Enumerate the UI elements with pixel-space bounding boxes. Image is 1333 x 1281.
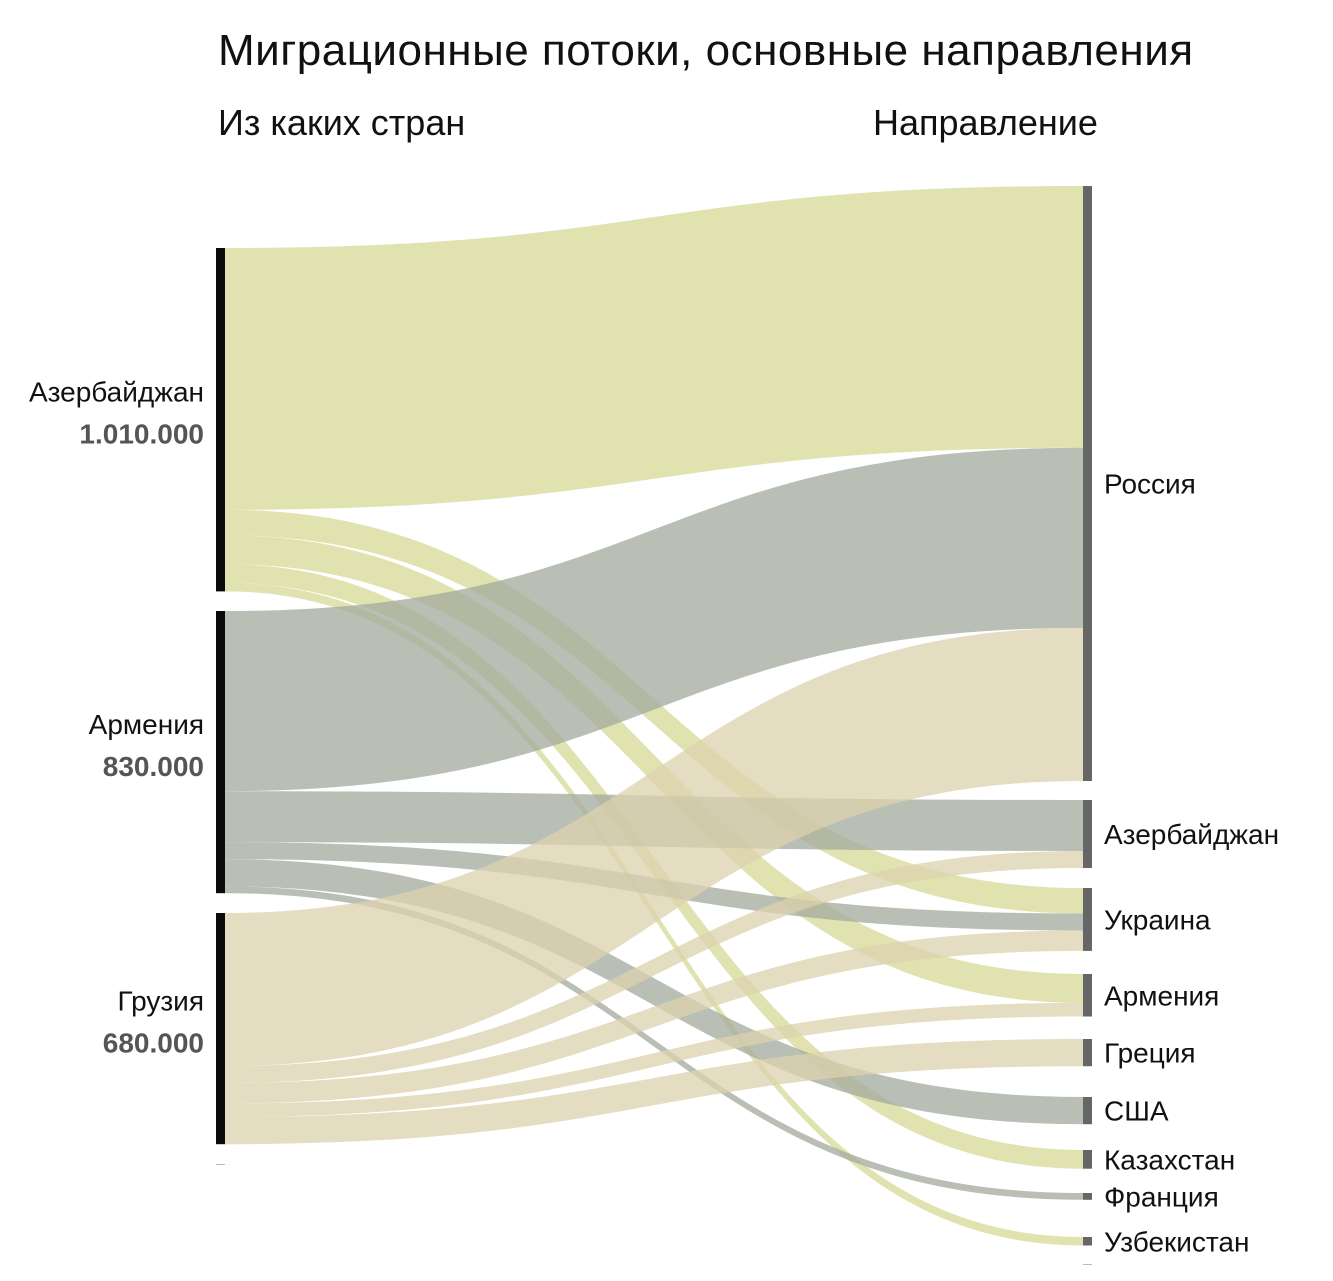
target-label: Франция xyxy=(1104,1181,1219,1212)
flow-Армения-США xyxy=(225,859,1083,1125)
left-header: Из каких стран xyxy=(218,102,466,143)
target-label: Узбекистан xyxy=(1104,1226,1249,1257)
target-label: Азербайджан xyxy=(1104,819,1279,850)
target-node-bar xyxy=(1083,186,1092,781)
flow-Армения-Россия xyxy=(225,447,1083,792)
target-label: Армения xyxy=(1104,980,1219,1011)
source-total: 680.000 xyxy=(103,1028,204,1059)
target-node-bar xyxy=(1083,800,1092,868)
target-node-bar xyxy=(1083,1039,1092,1067)
source-label: Азербайджан xyxy=(29,377,204,408)
source-label: Армения xyxy=(89,709,204,740)
target-label: Греция xyxy=(1104,1038,1196,1069)
source-node-bar xyxy=(216,611,225,894)
source-node-bar xyxy=(216,913,225,1145)
target-node-bar xyxy=(1083,1193,1092,1200)
empty-node-marker xyxy=(1083,1264,1092,1265)
target-label: Казахстан xyxy=(1104,1144,1235,1175)
flow-Азербайджан-Россия xyxy=(225,186,1083,510)
source-label: Грузия xyxy=(118,986,205,1017)
target-node-bar xyxy=(1083,1237,1092,1246)
target-label: Россия xyxy=(1104,469,1196,500)
target-label: США xyxy=(1104,1096,1169,1127)
source-node-bar xyxy=(216,248,225,592)
flow-Армения-Франция xyxy=(225,886,1083,1200)
target-label: Украина xyxy=(1104,904,1211,935)
flow-Азербайджан-Украина xyxy=(225,509,1083,914)
target-node-bar xyxy=(1083,1097,1092,1125)
flow-Грузия-Армения xyxy=(225,1002,1083,1117)
empty-node-marker xyxy=(216,1164,225,1165)
source-total: 1.010.000 xyxy=(79,419,204,450)
flow-Грузия-Россия xyxy=(225,628,1083,1066)
target-node-bar xyxy=(1083,888,1092,951)
flow-Грузия-Азербайджан xyxy=(225,851,1083,1083)
right-header: Направление xyxy=(873,102,1098,143)
flow-Грузия-Украина xyxy=(225,930,1083,1104)
target-node-bar xyxy=(1083,1150,1092,1169)
flow-Грузия-Греция xyxy=(225,1039,1083,1145)
source-total: 830.000 xyxy=(103,751,204,782)
target-node-bar xyxy=(1083,974,1092,1017)
flow-Азербайджан-Армения xyxy=(225,535,1083,1003)
chart-title: Миграционные потоки, основные направлени… xyxy=(218,26,1194,75)
